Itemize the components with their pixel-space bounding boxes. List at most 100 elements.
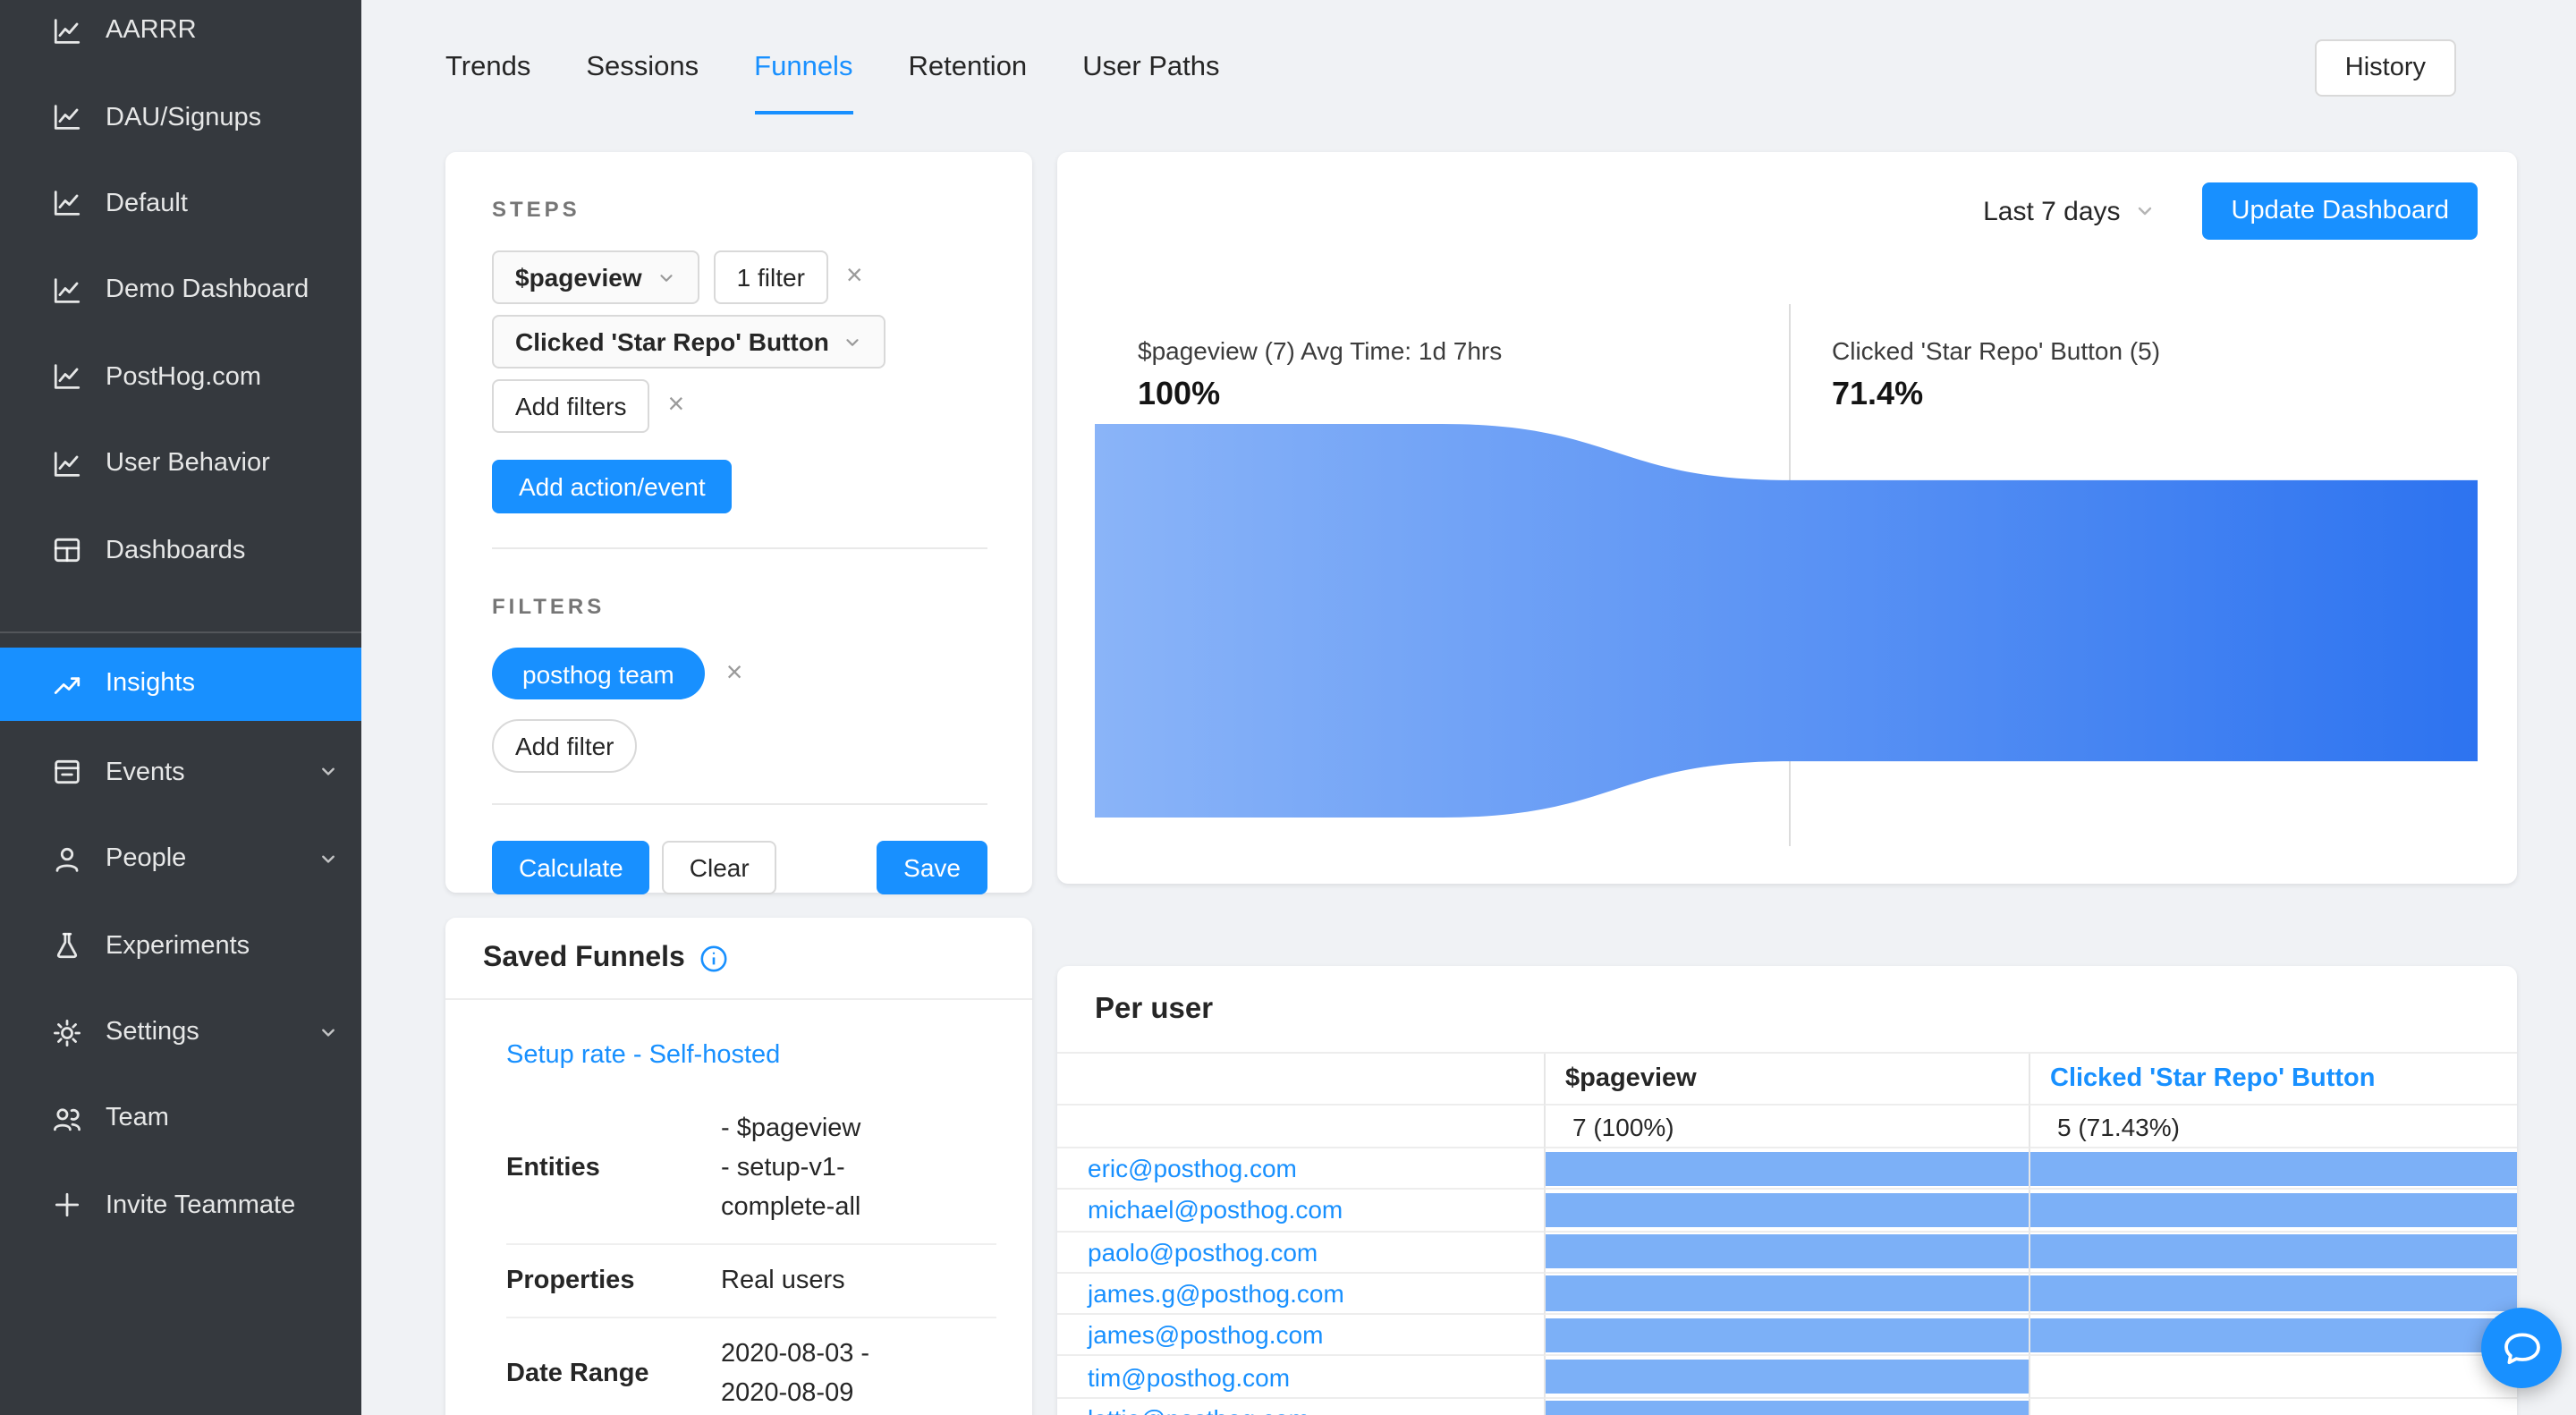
sidebar-item-label: Events — [106, 758, 185, 787]
table-total-step2: 5 (71.43%) — [2029, 1106, 2517, 1148]
table-row-email: paolo@posthog.com — [1057, 1232, 1544, 1274]
saved-funnels-title: Saved Funnels — [483, 942, 685, 974]
sidebar-item-label: User Behavior — [106, 449, 270, 478]
add-filters-button[interactable]: Add filters — [492, 379, 650, 433]
save-button[interactable]: Save — [877, 841, 987, 894]
remove-step2-icon[interactable]: × — [668, 392, 685, 420]
table-cell-step1 — [1544, 1399, 2029, 1415]
step1-filter-count-button[interactable]: 1 filter — [714, 250, 828, 304]
sidebar: AARRR DAU/Signups Default Demo Dashboard… — [0, 0, 361, 1415]
line-chart-icon — [52, 189, 82, 219]
posthog-team-filter-chip[interactable]: posthog team — [492, 648, 705, 699]
add-filter-button[interactable]: Add filter — [492, 719, 638, 773]
divider — [492, 547, 987, 549]
table-total-step1: 7 (100%) — [1544, 1106, 2029, 1148]
funnel-chart-card: Last 7 days Update Dashboard $pageview (… — [1057, 152, 2517, 884]
sidebar-item-aarrr[interactable]: AARRR — [0, 0, 361, 74]
sidebar-item-dashboards[interactable]: Dashboards — [0, 507, 361, 594]
sidebar-dashboard-list: AARRR DAU/Signups Default Demo Dashboard… — [0, 0, 361, 593]
update-dashboard-button[interactable]: Update Dashboard — [2203, 182, 2478, 240]
funnel-shape — [1095, 424, 2478, 818]
line-chart-icon — [52, 102, 82, 132]
tab-trends[interactable]: Trends — [445, 52, 530, 114]
table-row-email: james.g@posthog.com — [1057, 1274, 1544, 1316]
chat-bubble-icon — [2500, 1328, 2543, 1368]
sidebar-item-label: Team — [106, 1105, 169, 1133]
chevron-down-icon — [317, 1021, 340, 1044]
step1-event-select[interactable]: $pageview — [492, 250, 699, 304]
user-email-link[interactable]: eric@posthog.com — [1088, 1154, 1297, 1182]
row-value: Real users — [721, 1261, 996, 1301]
user-email-link[interactable]: james@posthog.com — [1088, 1321, 1323, 1350]
sidebar-item-insights[interactable]: Insights — [0, 647, 361, 720]
sidebar-item-label: Dashboards — [106, 536, 245, 564]
table-cell-step2 — [2029, 1399, 2517, 1415]
table-row-email: eric@posthog.com — [1057, 1148, 1544, 1190]
sidebar-item-dau-signups[interactable]: DAU/Signups — [0, 74, 361, 161]
info-icon[interactable] — [699, 944, 728, 972]
add-action-event-button[interactable]: Add action/event — [492, 460, 733, 513]
saved-funnel-link[interactable]: Setup rate - Self-hosted — [506, 1041, 780, 1070]
events-list-icon — [52, 758, 82, 788]
sidebar-item-events[interactable]: Events — [0, 729, 361, 816]
sidebar-item-label: PostHog.com — [106, 363, 261, 392]
table-header-user — [1057, 1054, 1544, 1106]
sidebar-item-user-behavior[interactable]: User Behavior — [0, 420, 361, 507]
tab-retention[interactable]: Retention — [908, 52, 1027, 114]
sidebar-item-demo-dashboard[interactable]: Demo Dashboard — [0, 247, 361, 334]
calculate-button[interactable]: Calculate — [492, 841, 650, 894]
table-header-step2[interactable]: Clicked 'Star Repo' Button — [2029, 1054, 2517, 1106]
chat-widget-button[interactable] — [2481, 1308, 2562, 1388]
step2-event-select[interactable]: Clicked 'Star Repo' Button — [492, 315, 886, 369]
row-label: Entities — [506, 1148, 721, 1188]
dashboard-icon — [52, 535, 82, 565]
sidebar-item-people[interactable]: People — [0, 816, 361, 902]
sidebar-item-team[interactable]: Team — [0, 1076, 361, 1163]
user-email-link[interactable]: paolo@posthog.com — [1088, 1237, 1318, 1266]
table-header-step1[interactable]: $pageview — [1544, 1054, 2029, 1106]
user-email-link[interactable]: lottie@posthog.com — [1088, 1404, 1309, 1415]
row-label: Date Range — [506, 1354, 721, 1394]
sidebar-item-label: Invite Teammate — [106, 1191, 295, 1220]
row-label: Properties — [506, 1261, 721, 1301]
table-row-email: james@posthog.com — [1057, 1315, 1544, 1357]
step1-event-label: $pageview — [515, 263, 642, 292]
tab-funnels[interactable]: Funnels — [754, 52, 852, 114]
user-email-link[interactable]: tim@posthog.com — [1088, 1362, 1290, 1391]
per-user-title: Per user — [1057, 966, 2517, 1054]
main-content: Trends Sessions Funnels Retention User P… — [361, 0, 2576, 1415]
sidebar-item-experiments[interactable]: Experiments — [0, 902, 361, 989]
filters-section-title: FILTERS — [492, 594, 987, 619]
step-row-1: $pageview 1 filter × — [492, 250, 987, 304]
sidebar-item-posthog-com[interactable]: PostHog.com — [0, 334, 361, 420]
gear-icon — [52, 1017, 82, 1047]
chevron-down-icon — [843, 332, 863, 352]
funnel-card-header: Last 7 days Update Dashboard — [1983, 182, 2478, 240]
flask-icon — [52, 930, 82, 961]
line-chart-icon — [52, 448, 82, 479]
table-cell-step2 — [2029, 1190, 2517, 1233]
plus-icon — [52, 1190, 82, 1221]
panel-actions: Calculate Clear Save — [492, 841, 987, 894]
table-cell-step1 — [1544, 1357, 2029, 1399]
sidebar-item-settings[interactable]: Settings — [0, 989, 361, 1076]
sidebar-item-invite-teammate[interactable]: Invite Teammate — [0, 1162, 361, 1249]
user-email-link[interactable]: james.g@posthog.com — [1088, 1279, 1344, 1308]
insight-tabs: Trends Sessions Funnels Retention User P… — [445, 52, 1275, 114]
tab-user-paths[interactable]: User Paths — [1082, 52, 1219, 114]
user-email-link[interactable]: michael@posthog.com — [1088, 1196, 1343, 1224]
sidebar-divider — [0, 631, 361, 632]
remove-filter-icon[interactable]: × — [726, 659, 743, 688]
chevron-down-icon — [2135, 200, 2157, 222]
history-button[interactable]: History — [2315, 39, 2456, 97]
remove-step1-icon[interactable]: × — [846, 263, 863, 292]
tab-sessions[interactable]: Sessions — [586, 52, 699, 114]
sidebar-item-default[interactable]: Default — [0, 161, 361, 248]
funnel-step2-percent: 71.4% — [1832, 376, 2160, 413]
clear-button[interactable]: Clear — [663, 841, 776, 894]
saved-funnel-row-entities: Entities - $pageview - setup-v1- complet… — [506, 1093, 996, 1245]
date-range-picker[interactable]: Last 7 days — [1983, 196, 2156, 226]
per-user-table: $pageview Clicked 'Star Repo' Button 7 (… — [1057, 1054, 2517, 1415]
app-window: AARRR DAU/Signups Default Demo Dashboard… — [0, 0, 2576, 1415]
table-cell-step2 — [2029, 1232, 2517, 1274]
